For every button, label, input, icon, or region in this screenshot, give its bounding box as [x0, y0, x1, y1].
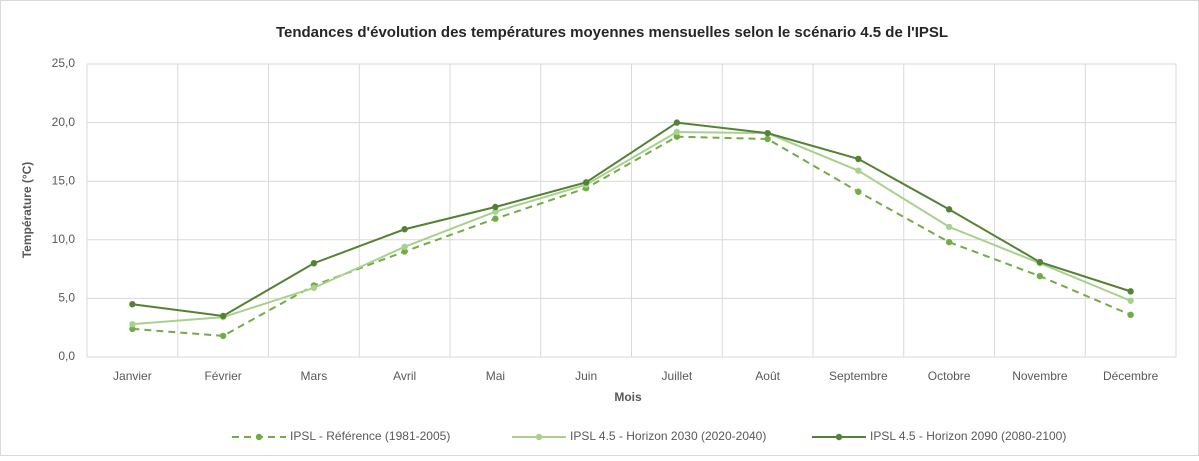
x-tick-label: Mai	[486, 369, 505, 383]
point	[764, 129, 771, 137]
series-line	[132, 121, 1131, 318]
legend-marker	[255, 433, 263, 441]
point	[945, 206, 953, 213]
point	[673, 128, 681, 136]
point	[1127, 311, 1134, 319]
point	[492, 208, 499, 215]
x-tick-label: Septembre	[829, 369, 888, 383]
point	[1127, 288, 1134, 295]
y-tick-label: 5,0	[58, 291, 75, 305]
y-tick-label: 15,0	[52, 173, 76, 187]
point	[492, 203, 499, 211]
point	[1036, 272, 1044, 280]
legend-marker	[835, 433, 843, 441]
chart-title: Tendances d'évolution des températures m…	[276, 24, 948, 41]
x-axis-label: Mois	[614, 390, 642, 404]
point	[855, 155, 862, 163]
point	[401, 243, 408, 251]
x-tick-label: Novembre	[1012, 369, 1068, 383]
point	[129, 301, 136, 308]
point	[492, 215, 499, 222]
x-tick-label: Février	[204, 369, 241, 383]
y-tick-label: 10,0	[52, 232, 76, 246]
point	[129, 325, 136, 333]
x-tick-label: Août	[755, 369, 780, 383]
y-tick-label: 25,0	[52, 56, 76, 70]
point	[129, 320, 136, 328]
point	[945, 238, 953, 246]
point	[673, 133, 681, 140]
point	[219, 312, 227, 320]
x-tick-label: Juillet	[662, 369, 693, 383]
y-tick-label: 0,0	[58, 349, 75, 363]
point	[855, 188, 862, 195]
point	[1127, 297, 1134, 304]
x-tick-label: Juin	[575, 369, 597, 383]
point	[673, 119, 681, 126]
legend-label: IPSL 4.5 - Horizon 2030 (2020-2040)	[570, 429, 766, 443]
x-tick-label: Mars	[301, 369, 328, 383]
x-tick-label: Octobre	[928, 369, 971, 383]
point	[401, 226, 408, 233]
legend-marker	[535, 433, 543, 441]
point	[219, 332, 227, 340]
point	[855, 167, 862, 174]
point	[582, 179, 590, 186]
point	[764, 135, 771, 143]
legend-label: IPSL 4.5 - Horizon 2090 (2080-2100)	[870, 429, 1066, 443]
point	[945, 223, 953, 231]
point	[401, 248, 408, 255]
point	[310, 284, 318, 292]
x-tick-label: Avril	[393, 369, 416, 383]
y-tick-label: 20,0	[52, 115, 76, 129]
series-line	[132, 135, 1132, 337]
x-tick-label: Janvier	[113, 369, 152, 383]
x-tick-label: Décembre	[1103, 369, 1159, 383]
y-axis-label: Température (°C)	[20, 162, 34, 259]
legend-label: IPSL - Référence (1981-2005)	[290, 429, 450, 443]
point	[1036, 258, 1044, 266]
point	[310, 260, 318, 267]
series-line	[132, 130, 1132, 326]
